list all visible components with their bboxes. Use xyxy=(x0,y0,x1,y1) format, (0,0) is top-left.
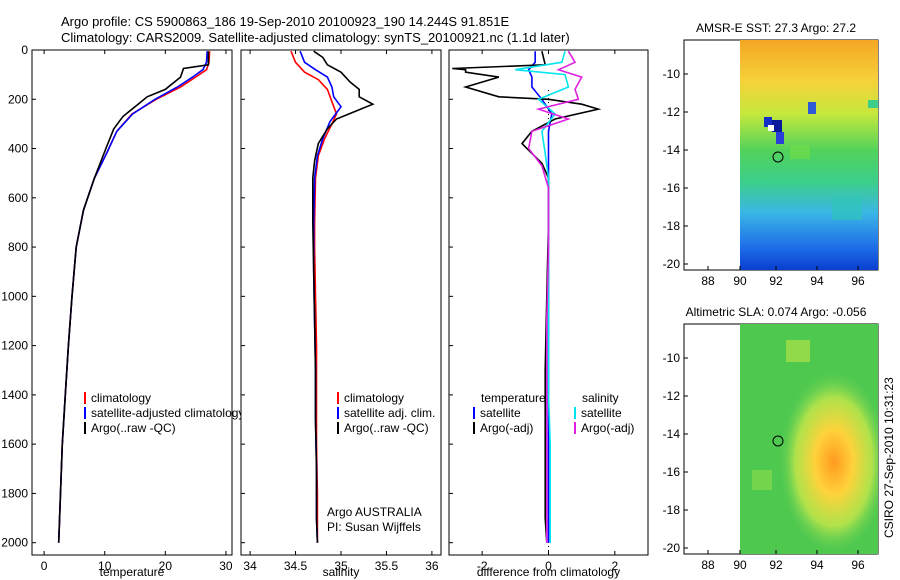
difference-series-salinity-argo xyxy=(527,50,583,543)
sla-ytick-label: -16 xyxy=(663,465,681,479)
temperature-ytick-label: 2000 xyxy=(1,536,28,550)
temperature-ytick-label: 1800 xyxy=(1,486,28,500)
sst-map-axes: 88 90 92 94 96 -10 -12 -14 -16 -18 -20 xyxy=(663,67,865,288)
sal-annotation-1: PI: Susan Wijffels xyxy=(327,520,421,534)
sal-annotation-0: Argo AUSTRALIA xyxy=(327,505,422,519)
temperature-xtick-label: 30 xyxy=(219,559,233,573)
sst-ytick-label: -16 xyxy=(663,181,681,195)
sst-xtick-label: 96 xyxy=(851,274,865,288)
sla-ytick-label: -14 xyxy=(663,427,681,441)
salinity-series-argo xyxy=(312,50,375,543)
sla-xtick-label: 88 xyxy=(701,558,715,572)
sst-xtick-label: 90 xyxy=(733,274,747,288)
header-line-2: Climatology: CARS2009. Satellite-adjuste… xyxy=(61,30,570,45)
salinity-xtick-label: 36 xyxy=(425,559,439,573)
temperature-ytick-label: 400 xyxy=(8,142,28,156)
salinity-xlabel: salinity xyxy=(323,565,360,579)
salinity-panel: 34 34.5 35 35.5 36 salinity climatologysatelli… xyxy=(240,49,442,579)
sla-xtick-label: 92 xyxy=(769,558,783,572)
temperature-series-argo xyxy=(57,51,210,543)
temperature-ytick-label: 200 xyxy=(8,92,28,106)
difference-xtick-label: 0 xyxy=(545,559,552,573)
temperature-xtick-label: 0 xyxy=(41,559,48,573)
salinity-xtick-label: 35.5 xyxy=(375,559,399,573)
sla-ytick-label: -20 xyxy=(663,541,681,555)
temperature-ytick-label: 600 xyxy=(8,191,28,205)
salinity-series-group xyxy=(290,50,375,543)
sst-ytick-label: -12 xyxy=(663,105,681,119)
sst-ytick-label: -18 xyxy=(663,219,681,233)
sst-map-title: AMSR-E SST: 27.3 Argo: 27.2 xyxy=(696,21,856,35)
temperature-xtick-label: 20 xyxy=(159,559,173,573)
sla-ytick-label: -12 xyxy=(663,389,681,403)
salinity-xtick-label: 34.5 xyxy=(284,559,308,573)
sst-ytick-label: -10 xyxy=(663,67,681,81)
sla-map-axes: 88 90 92 94 96 -10 -12 -14 -16 -18 -20 xyxy=(663,351,865,572)
sla-map-title: Altimetric SLA: 0.074 Argo: -0.056 xyxy=(686,305,867,319)
salinity-series-climatology xyxy=(290,50,338,543)
sla-ytick-label: -10 xyxy=(663,351,681,365)
sla-warm-anomaly xyxy=(740,324,878,554)
diff-legend-sal-sat-label: satellite xyxy=(581,406,622,420)
temp-legend-item-1-label: satellite-adjusted climatology xyxy=(91,406,244,420)
temperature-panel: 0 10 20 30 temperature 0 200 400 600 800 1000 1200 1… xyxy=(1,43,244,579)
difference-xtick-label: 2 xyxy=(611,559,618,573)
difference-xtick-label: -2 xyxy=(477,559,488,573)
sla-light-patches xyxy=(752,340,810,490)
salinity-xtick-label: 34 xyxy=(243,559,257,573)
diff-legend-title-salinity: salinity xyxy=(582,391,619,405)
diff-legend-temp-argo-label: Argo(-adj) xyxy=(480,421,533,435)
sal-legend-item-1-label: satellite adj. clim. xyxy=(344,406,435,420)
temperature-xlabel: temperature xyxy=(100,565,165,579)
salinity-xtick-label: 35 xyxy=(334,559,348,573)
credit-text: CSIRO 27-Sep-2010 10:31:23 xyxy=(882,377,896,538)
sst-argo-location-marker xyxy=(772,151,784,163)
temperature-series-group xyxy=(57,51,211,543)
sst-xtick-label: 88 xyxy=(701,274,715,288)
sal-legend-item-2-label: Argo(..raw -QC) xyxy=(344,421,429,435)
diff-legend-title-temperature: temperature xyxy=(481,391,546,405)
temp-legend-item-2-label: Argo(..raw -QC) xyxy=(91,421,176,435)
difference-series-group xyxy=(452,50,602,543)
temperature-ytick-label: 1600 xyxy=(1,437,28,451)
temperature-plot-frame xyxy=(31,49,233,556)
sal-legend-item-0-label: climatology xyxy=(344,391,404,405)
sst-ytick-label: -20 xyxy=(663,257,681,271)
temperature-xtick-label: 10 xyxy=(98,559,112,573)
temperature-ytick-label: 1000 xyxy=(1,289,28,303)
temperature-ytick-label: 0 xyxy=(21,43,28,57)
sst-xtick-label: 94 xyxy=(810,274,824,288)
sst-xtick-label: 92 xyxy=(769,274,783,288)
difference-xlabel: difference from climatology xyxy=(477,565,620,579)
sla-xtick-label: 94 xyxy=(810,558,824,572)
diff-legend-temp-sat-label: satellite xyxy=(480,406,521,420)
diff-legend-sal-argo-label: Argo(-adj) xyxy=(581,421,634,435)
salinity-plot-frame xyxy=(240,49,442,556)
temperature-ytick-label: 800 xyxy=(8,240,28,254)
difference-series-salinity-satellite xyxy=(515,50,570,543)
temperature-ytick-label: 1200 xyxy=(1,339,28,353)
sla-ytick-label: -18 xyxy=(663,503,681,517)
sla-argo-location-marker xyxy=(772,435,784,447)
sst-cold-patches xyxy=(764,100,878,220)
sst-ytick-label: -14 xyxy=(663,143,681,157)
sla-xtick-label: 96 xyxy=(851,558,865,572)
temperature-ytick-label: 1400 xyxy=(1,388,28,402)
sla-xtick-label: 90 xyxy=(733,558,747,572)
temp-legend-item-0-label: climatology xyxy=(91,391,151,405)
header-line-1: Argo profile: CS 5900863_186 19-Sep-2010… xyxy=(61,14,509,29)
